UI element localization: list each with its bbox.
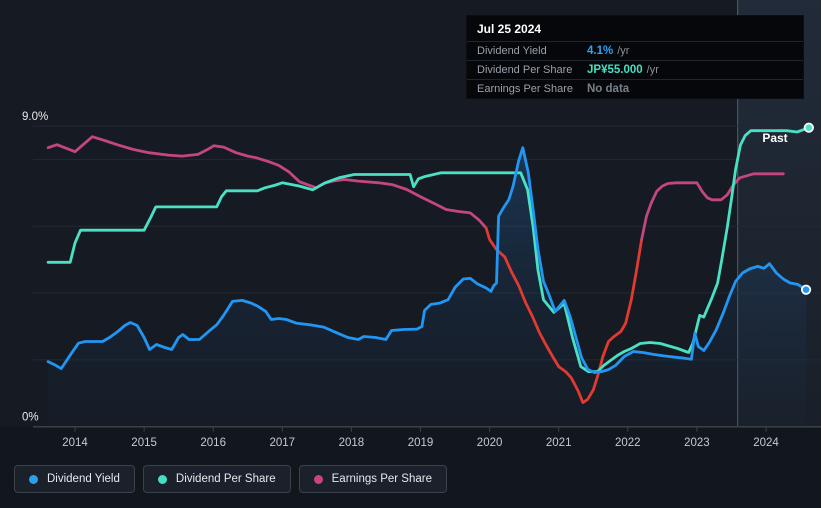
x-tick-label-2024: 2024 [753, 437, 779, 449]
x-tick-label-2020: 2020 [477, 437, 503, 449]
x-tick-label-2023: 2023 [684, 437, 710, 449]
dividend-yield-area-fill [48, 147, 807, 427]
x-tick-label-2017: 2017 [270, 437, 296, 449]
x-tick-label-2016: 2016 [200, 437, 226, 449]
legend-item-dividend-per-share[interactable]: Dividend Per Share [142, 465, 291, 493]
tooltip-label: Dividend Per Share [477, 64, 573, 76]
tooltip-row-earnings-per-share: Earnings Per Share No data [467, 79, 803, 98]
legend-item-dividend-yield[interactable]: Dividend Yield [14, 465, 135, 493]
yield-end-dot [800, 284, 812, 295]
tooltip-value-suffix: /yr [646, 64, 659, 76]
tooltip-row-dividend-yield: Dividend Yield 4.1% /yr [467, 41, 803, 60]
dividend-yield-dot-icon [29, 474, 38, 484]
eps-line-segment-early [46, 135, 488, 230]
x-tick-label-2022: 2022 [615, 437, 641, 449]
x-tick-label-2014: 2014 [62, 437, 88, 449]
dividend-per-share-line [46, 126, 811, 374]
chart-legend: Dividend Yield Dividend Per Share Earnin… [14, 465, 455, 493]
past-label: Past [762, 131, 787, 145]
tooltip-label: Dividend Yield [477, 45, 547, 57]
x-tick-label-2021: 2021 [546, 437, 572, 449]
legend-label: Dividend Yield [47, 473, 120, 485]
tooltip-value: No data [587, 83, 630, 95]
tooltip-row-dividend-per-share: Dividend Per Share JP¥55.000 /yr [467, 60, 803, 79]
tooltip-value-suffix: /yr [617, 45, 630, 57]
legend-label: Dividend Per Share [175, 473, 276, 485]
x-tick-label-2019: 2019 [408, 437, 434, 449]
eps-line-segment-recovery [640, 172, 785, 242]
dividend-per-share-dot-icon [157, 474, 167, 484]
dividend-yield-line [46, 146, 808, 375]
tooltip-value: 4.1% [587, 45, 614, 57]
legend-item-earnings-per-share[interactable]: Earnings Per Share [298, 465, 447, 493]
legend-label: Earnings Per Share [331, 473, 432, 485]
y-axis-label-9.0%: 9.0% [22, 111, 48, 123]
tooltip-value: JP¥55.000 [587, 64, 643, 76]
dps-end-dot [803, 122, 814, 133]
tooltip-date: Jul 25 2024 [477, 22, 542, 36]
y-axis-label-0%: 0% [22, 412, 39, 424]
x-tick-label-2015: 2015 [131, 437, 157, 449]
x-tick-label-2018: 2018 [339, 437, 365, 449]
earnings-per-share-dot-icon [313, 474, 323, 484]
eps-line-segment-decline-red [484, 226, 643, 405]
chart-tooltip: Jul 25 2024 Dividend Yield 4.1% /yr Divi… [466, 15, 804, 99]
tooltip-label: Earnings Per Share [477, 83, 573, 95]
